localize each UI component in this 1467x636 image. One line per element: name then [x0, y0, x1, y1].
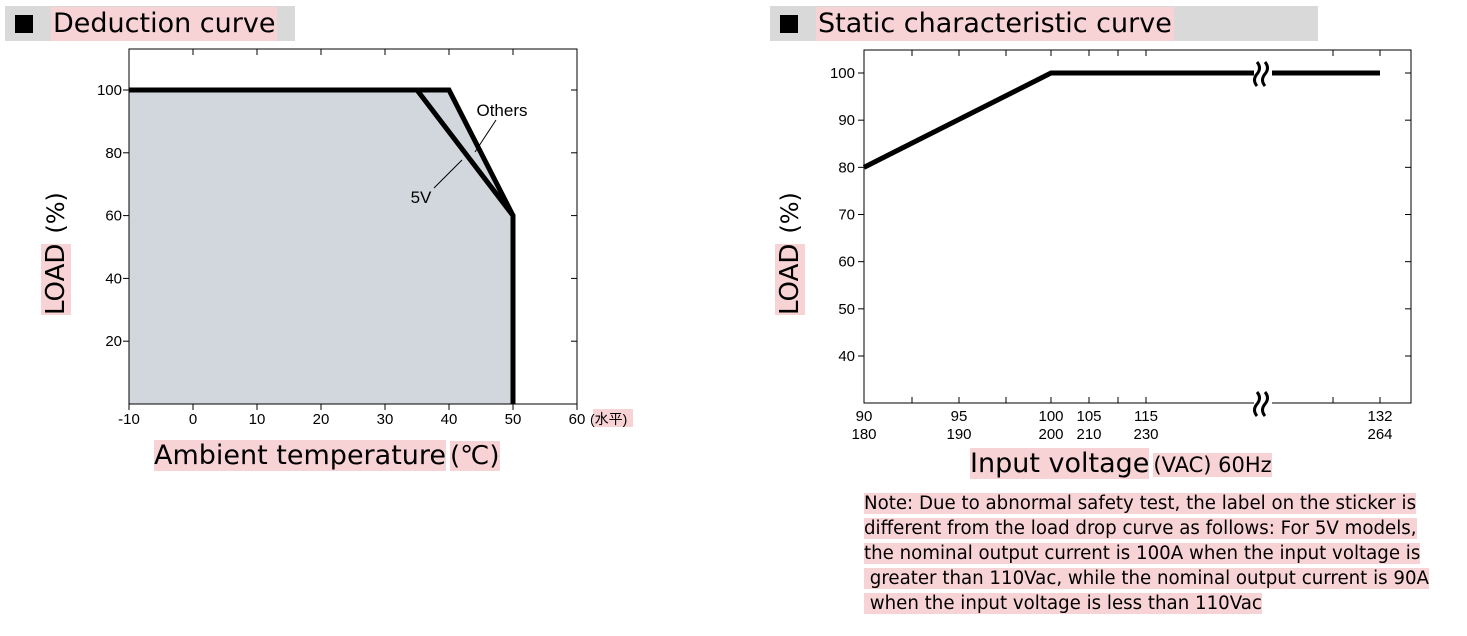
x-tick-label-top: 132 [1367, 408, 1392, 425]
axis-break-bottom-stroke-b [1261, 391, 1269, 417]
load-area [129, 90, 513, 404]
deduction-curve-title: Deduction curve [51, 6, 278, 41]
y-axis-title: LOAD [41, 243, 71, 315]
x-tick-label-top: 90 [856, 408, 873, 425]
y-tick-label: 40 [838, 348, 855, 365]
x-tick-label-top: 115 [1134, 408, 1158, 425]
note-line: Note: Due to abnormal safety test, the l… [864, 493, 1417, 514]
x-tick-label: 0 [189, 411, 197, 428]
static-x-axis-label: Input voltage (VAC) 60Hz [970, 448, 1272, 479]
annotation-others: Others [476, 101, 527, 120]
y-tick-label: 20 [105, 333, 122, 350]
x-tick-suffix: (水平) [590, 411, 627, 427]
deduction-y-axis-label: LOAD (%) [41, 145, 75, 315]
note-line: greater than 110Vac, while the nominal o… [864, 568, 1429, 589]
x-tick-label-bottom: 200 [1038, 426, 1063, 443]
plot-frame [863, 49, 1412, 404]
x-tick-label: 60 [569, 411, 586, 428]
x-axis-title: Input voltage [970, 448, 1150, 479]
static-curve-header: Static characteristic curve [770, 6, 1318, 41]
y-tick-label: 100 [97, 82, 122, 99]
x-tick-label: 30 [377, 411, 394, 428]
x-axis-unit: (VAC) 60Hz [1153, 453, 1272, 477]
y-tick-label: 80 [838, 159, 855, 176]
axis-break-top-stroke-a [1253, 61, 1261, 87]
5v-leader-line [433, 159, 463, 189]
x-tick-label-bottom: 264 [1367, 426, 1392, 443]
plot-frame [128, 48, 578, 405]
y-tick-label: 40 [105, 270, 122, 287]
y-tick-label: 80 [105, 145, 122, 162]
x-tick-label: 20 [313, 411, 330, 428]
note-text: Note: Due to abnormal safety test, the l… [864, 491, 1464, 616]
y-axis-unit: (%) [42, 192, 70, 234]
x-tick-label-bottom: 190 [946, 426, 971, 443]
y-tick-label: 60 [105, 208, 122, 225]
y-tick-label: 50 [838, 301, 855, 318]
deduction-curve-header: Deduction curve [5, 6, 295, 41]
x-tick-label-bottom: 230 [1133, 426, 1158, 443]
x-tick-label-top: 105 [1076, 408, 1101, 425]
static-characteristic-chart: 4050607080901009018095190100200105210115… [830, 49, 1412, 443]
x-tick-label: 40 [441, 411, 458, 428]
x-tick-label: 10 [249, 411, 266, 428]
x-tick-label-bottom: 180 [851, 426, 876, 443]
deduction-x-axis-label: Ambient temperature (℃) [154, 440, 500, 471]
axis-break-top-stroke-b [1261, 61, 1269, 87]
series-line-load [862, 70, 1380, 170]
x-tick-label-top: 95 [951, 408, 968, 425]
y-tick-label: 90 [838, 112, 855, 129]
others-leader-line [474, 119, 497, 153]
square-bullet-icon [780, 14, 798, 33]
x-tick-suffix-highlight [593, 409, 633, 427]
y-tick-label: 60 [838, 254, 855, 271]
static-y-axis-label: LOAD (%) [775, 145, 809, 315]
series-line-others [129, 87, 516, 404]
square-bullet-icon [15, 14, 33, 33]
x-axis-title: Ambient temperature [154, 440, 447, 471]
x-tick-label-top: 100 [1038, 408, 1063, 425]
x-tick-label: -10 [118, 411, 140, 428]
y-tick-label: 70 [838, 207, 855, 224]
annotation-5v: 5V [411, 188, 432, 207]
static-curve-title: Static characteristic curve [816, 6, 1174, 41]
x-tick-label-bottom: 210 [1076, 426, 1101, 443]
axis-break-bottom-stroke-a [1253, 391, 1261, 417]
note-line: when the input voltage is less than 110V… [864, 593, 1262, 614]
y-axis-title: LOAD [775, 243, 805, 315]
note-line: different from the load drop curve as fo… [864, 518, 1417, 539]
note-line: the nominal output current is 100A when … [864, 543, 1421, 564]
x-tick-label: 50 [505, 411, 522, 428]
y-axis-unit: (%) [776, 192, 804, 234]
x-axis-unit: (℃) [450, 441, 500, 471]
y-tick-label: 100 [830, 65, 855, 82]
